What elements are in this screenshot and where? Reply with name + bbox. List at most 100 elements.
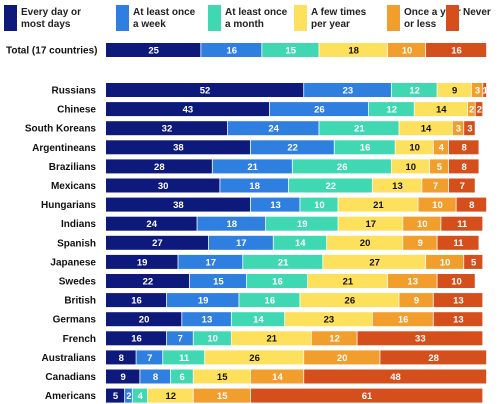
bar-segment xyxy=(106,369,140,384)
bar-segment xyxy=(304,83,391,97)
bar-segment xyxy=(106,178,220,193)
bar-segment xyxy=(246,274,308,288)
bar-segment xyxy=(106,274,190,288)
bar-value-label: 16 xyxy=(272,276,283,287)
bar-value-label: 26 xyxy=(249,353,260,364)
bar-value-label: 3 xyxy=(475,85,480,96)
bar-segment xyxy=(437,274,475,288)
row-label: Australians xyxy=(42,353,97,364)
bar-value-label: 10 xyxy=(432,200,443,211)
bar-row: Chinese 43 26 12 14 2 2 xyxy=(57,102,483,117)
bar-value-label: 26 xyxy=(337,162,348,173)
bar-value-label: 12 xyxy=(409,85,420,96)
bar-segment xyxy=(231,312,285,327)
bar-value-label: 16 xyxy=(131,334,142,345)
bar-segment xyxy=(273,235,327,250)
bar-value-label: 5 xyxy=(471,257,477,268)
row-label: British xyxy=(64,296,96,307)
bar-value-label: 1 xyxy=(482,85,488,96)
bar-value-label: 61 xyxy=(362,391,373,402)
bar-segment xyxy=(106,216,197,231)
bar-value-label: 16 xyxy=(226,45,237,56)
bar-value-label: 9 xyxy=(418,238,423,249)
bar-value-label: 11 xyxy=(453,238,464,249)
bar-value-label: 30 xyxy=(158,181,169,192)
bar-value-label: 4 xyxy=(138,391,144,402)
bar-segment xyxy=(437,235,479,250)
bar-value-label: 26 xyxy=(345,296,356,307)
bar-segment xyxy=(433,312,483,327)
bar-row: Germans 20 13 14 23 16 13 xyxy=(53,312,483,327)
bar-segment xyxy=(319,43,388,57)
bar-segment xyxy=(262,43,319,57)
bar-value-label: 21 xyxy=(354,124,365,135)
legend-label-2: At least once a month xyxy=(225,7,288,30)
row-label: Mexicans xyxy=(51,181,96,192)
bar-segment xyxy=(140,369,170,384)
bar-segment xyxy=(266,216,338,231)
bar-segment xyxy=(193,369,250,384)
bar-value-label: 10 xyxy=(440,257,451,268)
bar-segment xyxy=(448,178,475,193)
bar-value-label: 33 xyxy=(415,334,426,345)
bar-segment xyxy=(338,216,403,231)
bar-value-label: 10 xyxy=(314,200,325,211)
bar-segment xyxy=(292,159,391,174)
bar-value-label: 5 xyxy=(113,391,119,402)
bar-segment xyxy=(429,159,449,174)
bar-value-label: 8 xyxy=(461,143,466,154)
bar-value-label: 52 xyxy=(200,85,211,96)
bar-row: Indians 24 18 19 17 10 11 xyxy=(61,216,483,231)
bar-value-label: 13 xyxy=(270,200,281,211)
bar-value-label: 9 xyxy=(414,296,419,307)
bar-value-label: 13 xyxy=(202,315,213,326)
bar-segment xyxy=(212,159,292,174)
row-label: South Koreans xyxy=(25,124,97,135)
bar-segment xyxy=(106,159,212,174)
row-label: Indians xyxy=(61,219,96,230)
bar-value-label: 17 xyxy=(236,238,247,249)
bar-segment xyxy=(178,254,243,269)
bar-value-label: 16 xyxy=(265,296,276,307)
legend-swatch-2 xyxy=(208,5,221,31)
bar-row: French 16 7 10 21 12 33 xyxy=(63,331,483,346)
bar-segment xyxy=(285,312,372,327)
bar-value-label: 8 xyxy=(461,162,466,173)
bar-value-label: 7 xyxy=(147,353,152,364)
bar-segment xyxy=(368,102,414,117)
bar-value-label: 14 xyxy=(436,105,447,116)
row-label: Japanese xyxy=(50,257,96,268)
bar-value-label: 12 xyxy=(165,391,176,402)
bar-segment xyxy=(182,312,231,327)
bar-segment xyxy=(448,159,479,174)
bar-value-label: 28 xyxy=(154,162,165,173)
bar-value-label: 17 xyxy=(366,219,377,230)
bar-value-label: 10 xyxy=(207,334,218,345)
bar-row: Brazilians 28 21 26 10 5 8 xyxy=(49,159,479,174)
bar-segment xyxy=(208,235,273,250)
bar-row: British 16 19 16 26 9 13 xyxy=(64,293,483,308)
bar-value-label: 7 xyxy=(460,181,465,192)
bar-value-label: 22 xyxy=(143,276,154,287)
bar-segment xyxy=(422,178,449,193)
bar-value-label: 15 xyxy=(286,45,297,56)
bar-segment xyxy=(300,197,338,212)
bar-segment xyxy=(334,140,395,155)
bar-segment xyxy=(433,293,483,308)
bar-value-label: 14 xyxy=(421,124,432,135)
bar-segment xyxy=(387,43,426,57)
bar-rows: Total (17 countries) 25 16 15 18 10 16Russians… xyxy=(6,43,488,403)
bar-value-label: 15 xyxy=(217,372,228,383)
bar-value-label: 12 xyxy=(386,105,397,116)
bar-value-label: 19 xyxy=(297,219,308,230)
bar-value-label: 3 xyxy=(456,124,461,135)
bar-segment xyxy=(471,83,483,97)
bar-value-label: 10 xyxy=(409,143,420,154)
bar-segment xyxy=(243,254,323,269)
bar-segment xyxy=(304,369,487,384)
bar-row: Total (17 countries) 25 16 15 18 10 16 xyxy=(6,43,487,57)
bar-row: Argentineans 38 22 16 10 4 8 xyxy=(32,140,479,155)
bar-value-label: 2 xyxy=(469,105,474,116)
bar-value-label: 16 xyxy=(398,315,409,326)
bar-row: Americans 5 2 4 12 15 61 xyxy=(45,388,483,403)
